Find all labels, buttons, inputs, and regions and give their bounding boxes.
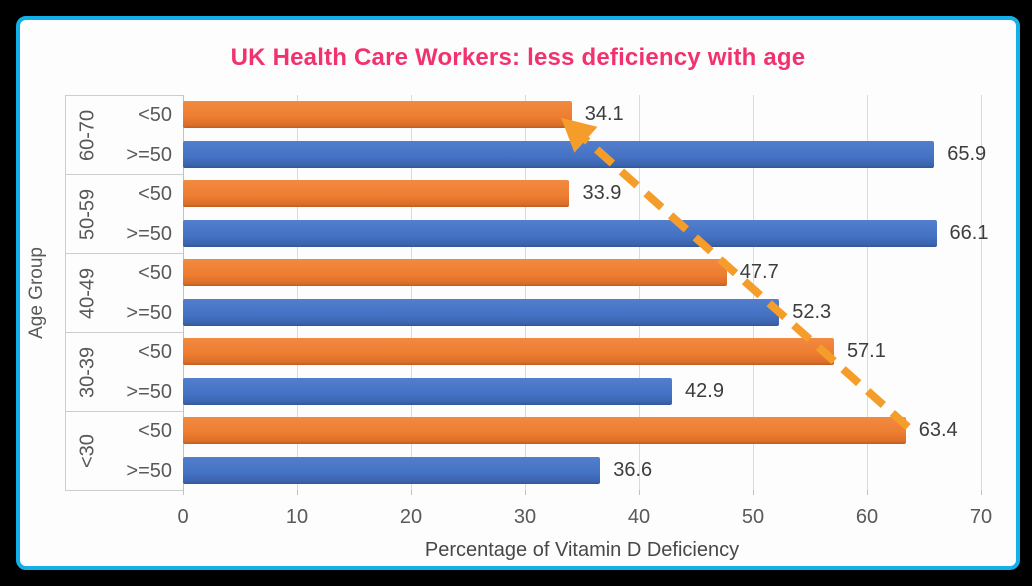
x-axis-tick [183,490,184,495]
y-axis-title: Age Group [20,95,54,490]
bar-lt50-30-39 [183,338,834,366]
vertical-gridline [981,95,982,490]
x-axis-tick [411,490,412,495]
bar-value-label: 47.7 [739,261,779,284]
bar-chart-plot-area: 0 10 20 30 40 50 60 70 60-70 <50 >=50 34.1 65.9 50-59… [20,20,1016,566]
x-axis-tick-label: 60 [855,506,879,528]
x-axis-tick-label: 40 [627,506,651,528]
x-axis-tick-label: 0 [177,506,189,528]
subcategory-label: <50 [138,104,172,126]
bar-value-label: 36.6 [613,458,653,481]
bar-value-label: 33.9 [582,182,622,205]
age-group-label: 60-70 [76,109,99,162]
subcategory-label: >=50 [126,301,172,324]
age-group-box: 50-59 <50 >=50 [65,174,183,254]
age-group-label: <30 [76,434,99,469]
x-axis-tick-label: 30 [513,506,537,528]
y-axis-title-text: Age Group [26,246,47,339]
bar-gte50-40-49 [183,298,780,326]
bar-value-label: 66.1 [949,221,989,244]
x-axis-title: Percentage of Vitamin D Deficiency [424,539,740,561]
x-axis-tick [639,490,640,495]
age-group-label: 50-59 [76,188,99,241]
bar-lt50-<30 [183,417,906,445]
x-axis-tick [297,490,298,495]
x-axis-tick-label: 70 [969,506,993,528]
bar-lt50-60-70 [183,101,572,129]
chart-title: UK Health Care Workers: less deficiency … [230,44,806,71]
bar-value-label: 65.9 [947,142,987,165]
bar-value-label: 57.1 [846,340,886,363]
x-axis-tick-label: 10 [285,506,309,528]
age-group-label: 30-39 [76,346,99,399]
bar-value-label: 52.3 [792,300,832,323]
bar-gte50-30-39 [183,377,673,405]
bar-lt50-50-59 [183,180,570,208]
subcategory-label: <50 [138,262,172,284]
subcategory-label: <50 [138,341,172,363]
x-axis-tick [981,490,982,495]
x-axis-tick-label: 50 [741,506,765,528]
bar-gte50-60-70 [183,140,935,168]
bar-gte50-<30 [183,456,601,484]
subcategory-label: >=50 [126,143,172,166]
x-axis-tick [867,490,868,495]
y-axis-line [183,95,184,490]
vertical-gridline [525,95,526,490]
age-group-box: 30-39 <50 >=50 [65,332,183,412]
age-group-box: 40-49 <50 >=50 [65,253,183,333]
subcategory-label: <50 [138,420,172,442]
bar-value-label: 34.1 [584,103,624,126]
age-group-box: <30 <50 >=50 [65,411,183,491]
category-axis-left-border [65,95,66,490]
chart-card: UK Health Care Workers: less deficiency … [16,16,1020,570]
x-axis-tick [525,490,526,495]
x-axis-tick [753,490,754,495]
vertical-gridline [297,95,298,490]
bar-value-label: 63.4 [918,419,958,442]
bar-gte50-50-59 [183,219,937,247]
subcategory-label: >=50 [126,380,172,403]
vertical-gridline [411,95,412,490]
subcategory-label: >=50 [126,459,172,482]
age-group-label: 40-49 [76,267,99,320]
bar-lt50-40-49 [183,259,727,287]
age-group-box: 60-70 <50 >=50 [65,95,183,175]
subcategory-label: <50 [138,183,172,205]
x-axis-tick-label: 20 [399,506,423,528]
subcategory-label: >=50 [126,222,172,245]
bar-value-label: 42.9 [685,379,724,402]
category-axis-bottom-border [65,490,183,491]
